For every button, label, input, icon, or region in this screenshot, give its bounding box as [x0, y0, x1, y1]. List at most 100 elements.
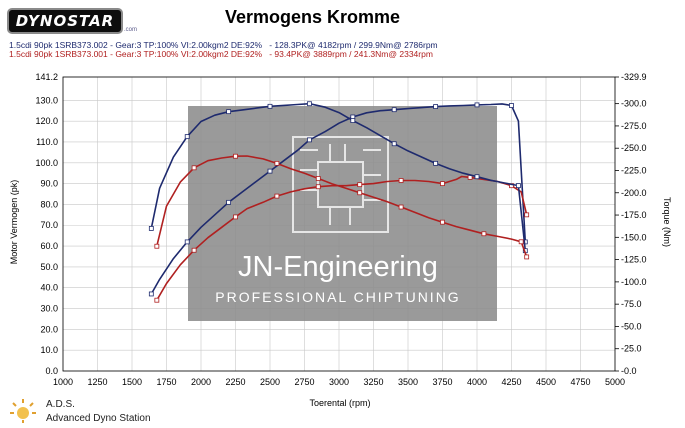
series-point	[440, 181, 445, 187]
y-tick-label: 40.0	[40, 283, 58, 293]
series-point	[184, 134, 190, 140]
series-point	[357, 190, 363, 196]
plot-frame	[62, 76, 616, 372]
y-tick-label: 90.0	[40, 179, 58, 189]
y2-axis-label: Torque (Nm)	[662, 197, 672, 247]
y2-tick-label: -329.9	[621, 72, 647, 82]
y-tick-label: 120.0	[35, 116, 58, 126]
x-axis-label: Toerental (rpm)	[309, 398, 370, 408]
series-point	[398, 178, 404, 183]
series-point	[233, 214, 238, 220]
y2-tick-label: -25.0	[621, 344, 642, 354]
x-tick-label: 4500	[536, 377, 556, 387]
series-layer	[148, 101, 530, 303]
series-point	[191, 165, 197, 171]
footer-ads-subtitle: Advanced Dyno Station	[46, 413, 151, 424]
x-tick-label: 2500	[260, 377, 280, 387]
series-point	[148, 291, 154, 297]
x-tick-label: 1000	[53, 377, 73, 387]
y-tick-label: 60.0	[40, 241, 58, 251]
series-point	[315, 176, 321, 181]
y-tick-label: 50.0	[40, 262, 58, 272]
x-tick-label: 1750	[156, 377, 176, 387]
series-point	[433, 160, 439, 166]
x-tick-label: 3750	[432, 377, 452, 387]
y-tick-label: 100.0	[35, 158, 58, 168]
series-point	[191, 247, 197, 253]
x-tick-label: 2000	[191, 377, 211, 387]
y-tick-label: 80.0	[40, 199, 58, 209]
series-point	[267, 168, 273, 174]
y2-tick-label: -100.0	[621, 277, 647, 287]
y-tick-label: 130.0	[35, 95, 58, 105]
x-tick-label: 5000	[605, 377, 625, 387]
y2-tick-label: -150.0	[621, 232, 647, 242]
y-tick-label: 10.0	[40, 345, 58, 355]
series-point	[357, 182, 363, 188]
series-point	[474, 174, 480, 180]
series-point	[391, 107, 397, 113]
series-point	[184, 239, 190, 245]
series-point	[516, 183, 521, 189]
y-tick-label: 70.0	[40, 220, 58, 230]
series-point	[440, 219, 445, 225]
y-tick-label: 0.0	[45, 366, 58, 376]
dynostar-logo: DYNOSTAR	[7, 8, 123, 34]
series-point	[518, 239, 524, 245]
x-tick-label: 3500	[398, 377, 418, 387]
series-point	[481, 231, 487, 237]
y2-tick-label: -250.0	[621, 143, 647, 153]
series-point	[148, 226, 154, 231]
x-tick-label: 4250	[501, 377, 521, 387]
series-point	[524, 254, 530, 260]
series-point	[307, 101, 312, 107]
y2-tick-label: -50.0	[621, 321, 642, 331]
watermark-tagline: PROFESSIONAL CHIPTUNING	[215, 289, 460, 305]
series-point	[233, 153, 238, 159]
series-line-torque	[150, 102, 527, 251]
series-point	[226, 109, 232, 115]
y-axis-label: Motor Vermogen (pk)	[9, 180, 19, 265]
x-tick-label: 1500	[122, 377, 142, 387]
series-point	[433, 104, 439, 109]
series-point	[315, 184, 321, 190]
legend-entry-run-002: 1.5cdi 90pk 1SRB373.002 - Gear:3 TP:100%…	[9, 40, 438, 50]
y2-tick-label: -175.0	[621, 210, 647, 220]
watermark-chip-icon	[292, 136, 389, 233]
y-tick-label: 110.0	[36, 137, 58, 147]
series-point	[398, 204, 404, 210]
x-tick-label: 2750	[294, 377, 314, 387]
series-point	[267, 103, 273, 109]
series-line-torque	[156, 155, 528, 258]
x-tick-label: 3250	[363, 377, 383, 387]
axes: 1000 1250 1500 1750 2000 2250 2500 2750 3000 3250…	[35, 72, 646, 387]
ads-sun-icon	[10, 399, 36, 423]
x-tick-label: 2250	[225, 377, 245, 387]
chart-title: Vermogens Kromme	[225, 7, 401, 27]
y-tick-label: 20.0	[40, 324, 58, 334]
logo-suffix: .com	[124, 27, 138, 33]
watermark-chip-traces	[300, 144, 381, 225]
x-tick-label: 3000	[329, 377, 349, 387]
y2-tick-label: -200.0	[621, 188, 647, 198]
series-point	[474, 102, 480, 108]
series-point	[307, 137, 312, 143]
series-point	[154, 297, 160, 303]
x-tick-label: 1250	[87, 377, 107, 387]
y2-tick-label: -75.0	[621, 299, 642, 309]
y2-tick-label: -275.0	[621, 121, 647, 131]
series-point	[509, 103, 514, 108]
watermark-brand: JN-Engineering	[238, 251, 438, 283]
series-point	[391, 141, 397, 147]
y2-tick-label: -225.0	[621, 165, 647, 175]
y2-tick-label: -0.0	[621, 366, 637, 376]
watermark: JN-Engineering PROFESSIONAL CHIPTUNING	[188, 106, 497, 321]
series-point	[274, 193, 280, 199]
y2-tick-label: -125.0	[621, 255, 647, 265]
series-point	[154, 243, 160, 249]
series-point	[274, 160, 280, 166]
series-point	[524, 212, 530, 218]
footer-ads-name: A.D.S.	[46, 399, 75, 410]
x-tick-label: 4750	[570, 377, 590, 387]
